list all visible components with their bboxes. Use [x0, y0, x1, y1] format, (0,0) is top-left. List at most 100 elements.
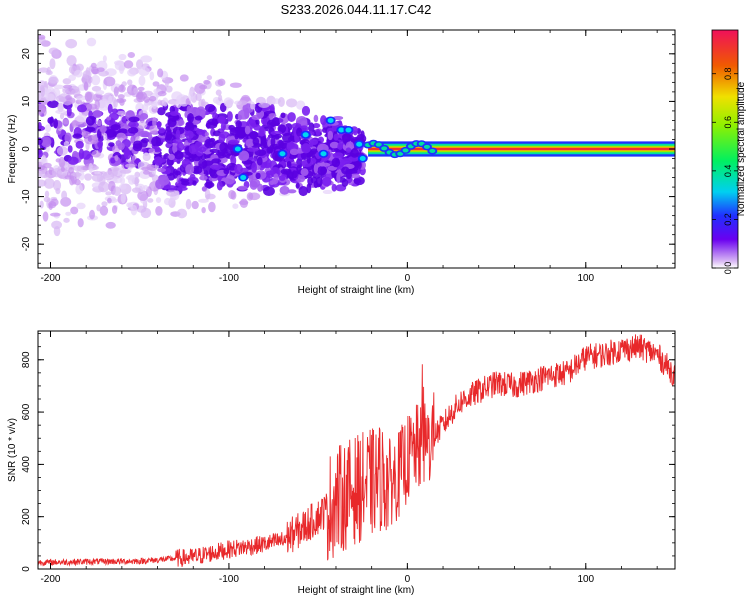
spectral-blob [195, 92, 202, 102]
spectral-blob [280, 168, 292, 175]
spectral-blob [219, 142, 229, 153]
y-tick-label: 800 [21, 351, 32, 368]
spectral-blob [232, 203, 239, 209]
spectral-blob [42, 162, 52, 169]
spectral-blob [72, 165, 83, 172]
spectral-blob [269, 180, 275, 186]
figure-title: S233.2026.044.11.17.C42 [281, 2, 432, 17]
x-tick-label: -100 [219, 574, 239, 585]
snr-frame [37, 330, 676, 570]
spectral-blob [172, 143, 178, 154]
spectral-blob [110, 157, 116, 164]
colorbar-tick-label: 0.8 [723, 67, 733, 80]
x-tick-label: -200 [40, 273, 60, 284]
spectral-blob [201, 206, 206, 214]
spectral-blob [75, 140, 84, 149]
spectral-blob [117, 94, 125, 99]
spectral-blob [141, 148, 148, 153]
spectral-blob [249, 131, 259, 140]
spectral-blob [45, 93, 55, 101]
spectral-blob [251, 162, 257, 173]
spectral-blob [199, 84, 208, 90]
spectral-blob [332, 152, 344, 159]
spectral-blob [285, 98, 298, 108]
spectral-blob [206, 75, 213, 81]
spectral-blob [116, 132, 127, 141]
spectral-blob [143, 152, 150, 161]
spectral-blob [165, 130, 173, 141]
spectral-blob [215, 89, 222, 96]
spectral-blob [295, 100, 306, 110]
spectral-blob [230, 190, 237, 200]
spectral-blob [53, 225, 61, 237]
spectral-blob [97, 141, 103, 149]
spectral-blob [62, 78, 72, 85]
x-tick-label: -100 [219, 273, 239, 284]
spectral-blob [235, 120, 242, 129]
spectral-blob [204, 138, 215, 149]
spectral-blob [188, 90, 194, 102]
spectral-blob [327, 165, 337, 171]
spectral-blob [278, 175, 286, 181]
spectral-blob [151, 136, 162, 147]
spectral-blob [85, 116, 96, 126]
spectral-blob [123, 60, 134, 69]
spectral-blob [77, 104, 88, 113]
spectral-blob [137, 120, 148, 129]
spectral-blob [92, 109, 102, 118]
spectral-blob [76, 202, 86, 210]
spectral-blob [260, 136, 267, 145]
spectral-blob [38, 34, 46, 40]
spectrogram-ylabel: Frequency (Hz) [7, 115, 18, 184]
snr-axes: -200 -100 0 100 0 200 400 600 800 [21, 331, 675, 585]
spectral-blob [277, 96, 285, 107]
spectral-blob [112, 205, 118, 214]
spectral-blob [147, 198, 154, 203]
spectral-blob [47, 117, 54, 124]
spectral-blob [128, 116, 140, 123]
spectral-blob [155, 197, 162, 203]
spectral-blob [142, 170, 150, 175]
spectral-blob [113, 60, 125, 66]
spectral-blob [266, 119, 277, 128]
spectral-blob [199, 175, 208, 181]
spectral-blob [49, 212, 61, 217]
spectral-blob [167, 185, 177, 191]
spectral-blob [331, 183, 337, 192]
spectral-blob [85, 126, 96, 132]
spectral-blob [306, 155, 311, 164]
spectral-blob [115, 111, 127, 116]
spectral-blob [98, 70, 109, 77]
spectral-blob [83, 81, 89, 91]
spectral-blob [111, 108, 119, 114]
spectral-blob [237, 185, 248, 191]
spectral-blob [75, 99, 82, 105]
spectral-blob [38, 148, 43, 159]
spectral-blob [141, 166, 150, 171]
spectral-blob [101, 201, 108, 207]
spectral-blob [157, 99, 162, 106]
spectral-blob [195, 106, 206, 116]
spectral-blob [96, 204, 101, 212]
spectral-blob [277, 124, 287, 134]
spectral-blob [349, 173, 361, 179]
y-tick-label: 400 [21, 456, 32, 473]
spectral-blob [149, 125, 158, 134]
spectral-blob [127, 79, 133, 86]
spectral-blob [211, 158, 222, 164]
spectral-blob [209, 167, 216, 177]
spectral-blob [234, 133, 239, 140]
spectral-blob [118, 53, 127, 61]
spectral-blob [56, 146, 68, 156]
spectral-blob [135, 91, 147, 100]
spectral-blob [138, 75, 146, 86]
spectral-blob [75, 183, 83, 195]
spectral-blob [127, 127, 139, 134]
spectral-blob [123, 150, 132, 160]
spectral-blob [74, 69, 83, 78]
spectral-blob [53, 118, 59, 129]
spectral-blob [322, 176, 332, 187]
spectral-blob [176, 186, 188, 191]
spectral-blob [110, 124, 121, 131]
spectral-blob [256, 156, 263, 166]
